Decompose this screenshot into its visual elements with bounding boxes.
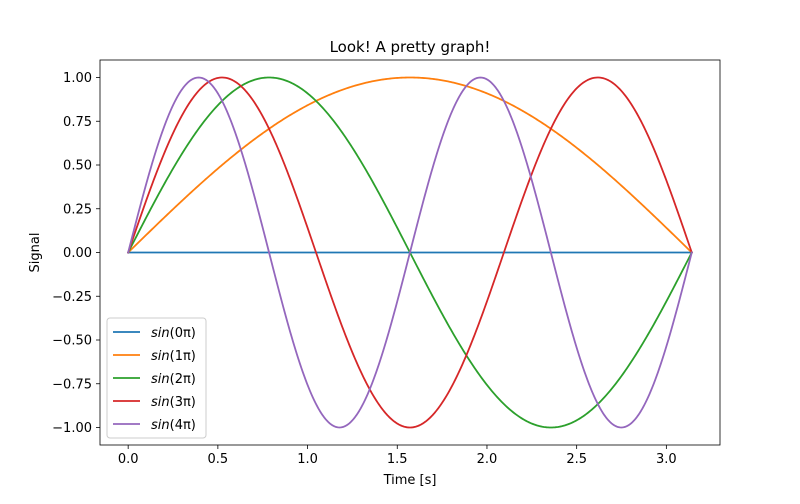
y-axis-ticks: −1.00 −0.75 −0.50 −0.25 0.00 0.25 0.50 0.75 1.00 [52,71,100,436]
series-layer [126,76,694,429]
legend-label-main: sin [151,349,170,364]
y-tick-label: 0.75 [63,115,92,130]
y-tick-label: 0.00 [63,246,92,261]
y-tick-label: 0.50 [63,159,92,174]
y-tick-label: 1.00 [63,71,92,86]
x-tick-label: 2.5 [566,452,587,467]
legend-label-main: sin [151,395,170,410]
legend-label-arg: (2π) [170,372,196,387]
x-tick-label: 0.0 [118,452,139,467]
legend-label-main: sin [151,372,170,387]
legend-label-4: sin(4π) [151,418,196,433]
legend-label-arg: (3π) [170,395,196,410]
legend-label-main: sin [151,326,170,341]
x-tick-label: 0.5 [208,452,229,467]
series-line-4 [127,76,693,429]
legend-box [106,317,207,439]
legend-label-2: sin(2π) [151,372,196,387]
legend-label-1: sin(1π) [151,349,196,364]
y-tick-label: −0.50 [52,334,92,349]
series-line-3 [127,76,693,429]
y-tick-label: −0.75 [52,377,92,392]
legend-label-main: sin [151,418,170,433]
legend-label-0: sin(0π) [151,326,196,341]
legend-items: sin(0π)sin(1π)sin(2π)sin(3π)sin(4π) [113,326,196,433]
legend-label-arg: (0π) [170,326,196,341]
x-axis-label: Time [s] [383,473,437,488]
y-tick-label: −1.00 [52,421,92,436]
legend: sin(0π)sin(1π)sin(2π)sin(3π)sin(4π) [106,317,207,439]
x-axis-ticks: 0.0 0.5 1.0 1.5 2.0 2.5 3.0 [118,445,677,467]
y-tick-label: 0.25 [63,202,92,217]
x-tick-label: 3.0 [656,452,677,467]
legend-label-arg: (1π) [170,349,196,364]
series-line-1 [126,76,694,254]
legend-label-arg: (4π) [170,418,196,433]
y-axis-label: Signal [28,233,43,273]
x-tick-label: 2.0 [477,452,498,467]
x-tick-label: 1.0 [297,452,318,467]
x-tick-label: 1.5 [387,452,408,467]
chart-title: Look! A pretty graph! [330,38,491,56]
legend-label-3: sin(3π) [151,395,196,410]
y-tick-label: −0.25 [52,290,92,305]
